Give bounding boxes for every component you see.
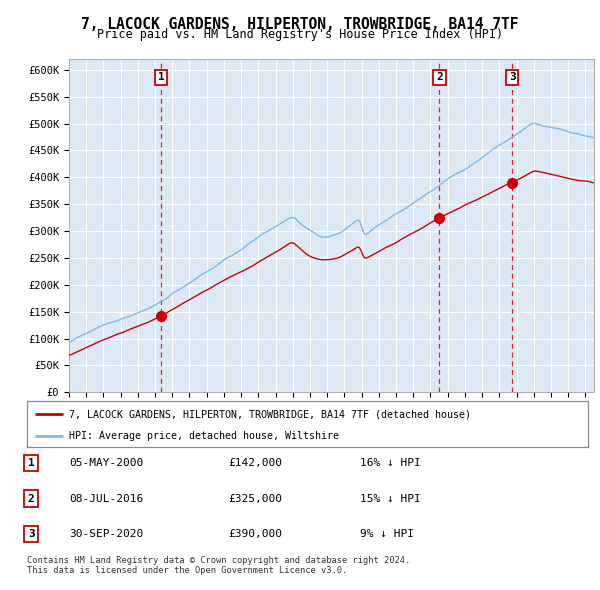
Text: 3: 3: [28, 529, 35, 539]
Text: HPI: Average price, detached house, Wiltshire: HPI: Average price, detached house, Wilt…: [69, 431, 339, 441]
Text: 1: 1: [158, 73, 164, 83]
Text: 3: 3: [509, 73, 515, 83]
Text: 15% ↓ HPI: 15% ↓ HPI: [360, 494, 421, 503]
Text: 2: 2: [436, 73, 443, 83]
Text: 1: 1: [28, 458, 35, 468]
Text: 7, LACOCK GARDENS, HILPERTON, TROWBRIDGE, BA14 7TF (detached house): 7, LACOCK GARDENS, HILPERTON, TROWBRIDGE…: [69, 409, 471, 419]
Text: 9% ↓ HPI: 9% ↓ HPI: [360, 529, 414, 539]
Text: 30-SEP-2020: 30-SEP-2020: [69, 529, 143, 539]
Text: 7, LACOCK GARDENS, HILPERTON, TROWBRIDGE, BA14 7TF: 7, LACOCK GARDENS, HILPERTON, TROWBRIDGE…: [81, 17, 519, 31]
Text: 2: 2: [28, 494, 35, 503]
Text: 16% ↓ HPI: 16% ↓ HPI: [360, 458, 421, 468]
Text: £390,000: £390,000: [228, 529, 282, 539]
Text: Contains HM Land Registry data © Crown copyright and database right 2024.
This d: Contains HM Land Registry data © Crown c…: [27, 556, 410, 575]
Text: £325,000: £325,000: [228, 494, 282, 503]
Text: 05-MAY-2000: 05-MAY-2000: [69, 458, 143, 468]
Text: 08-JUL-2016: 08-JUL-2016: [69, 494, 143, 503]
Text: Price paid vs. HM Land Registry's House Price Index (HPI): Price paid vs. HM Land Registry's House …: [97, 28, 503, 41]
Text: £142,000: £142,000: [228, 458, 282, 468]
